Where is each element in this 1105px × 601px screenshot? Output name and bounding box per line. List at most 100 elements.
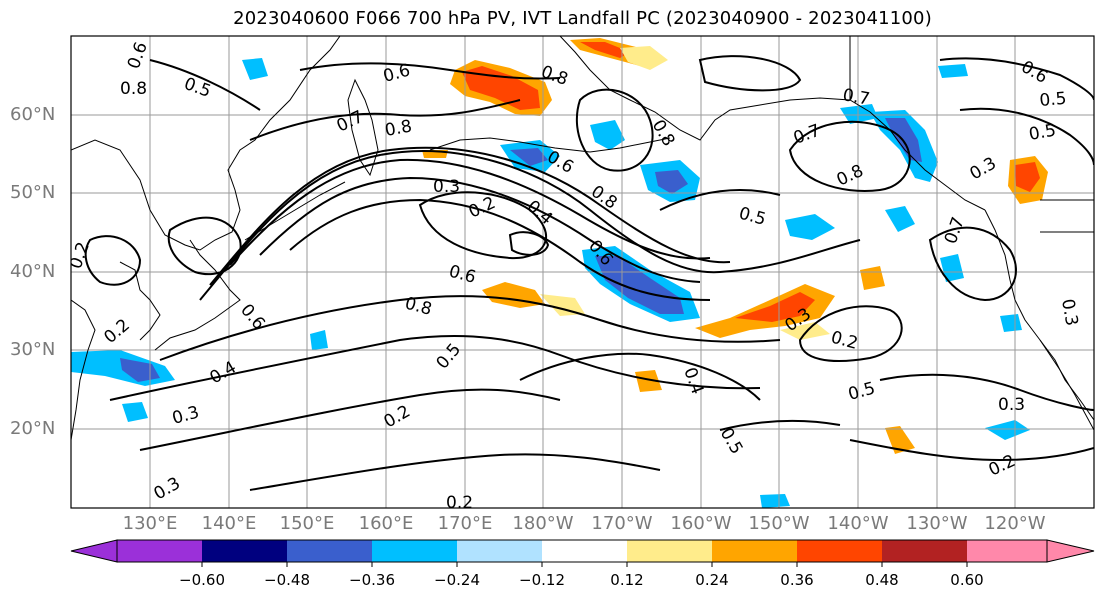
lon-label: 160°W xyxy=(670,513,732,534)
colorbar-tick-label: −0.48 xyxy=(264,571,310,589)
contour-s4 xyxy=(249,453,661,491)
anomaly-positive-bering-core xyxy=(462,66,540,110)
colorbar-bin xyxy=(372,540,457,562)
lon-label: 170°W xyxy=(591,513,653,534)
contour-loop-2 xyxy=(508,231,550,256)
colorbar-bin xyxy=(117,540,202,562)
contour-jet-3 xyxy=(229,158,711,266)
contour-jet-2 xyxy=(209,146,731,286)
colorbar-bin xyxy=(712,540,797,562)
lon-label: 130°W xyxy=(906,513,968,534)
contour-label: 0.5 xyxy=(1027,121,1057,145)
colorbar-bin xyxy=(967,540,1047,562)
anomaly-positive-sub-2 xyxy=(885,426,915,454)
lat-label: 50°N xyxy=(10,182,56,203)
contour-loop-8 xyxy=(84,235,142,286)
contour-mid3 xyxy=(719,419,841,431)
anomaly-negative-east-2 xyxy=(885,206,915,232)
anomaly-positive-central-w-yellow xyxy=(540,294,585,316)
anomaly-positive-bc-east-core xyxy=(1015,162,1040,192)
coast-asia xyxy=(71,36,341,251)
contour-n1 xyxy=(249,99,521,141)
colorbar-tick-label: 0.60 xyxy=(950,571,984,589)
colorbar xyxy=(70,539,1095,567)
anomaly-negative-greenland xyxy=(938,64,968,78)
anomaly-positive-alaska-north-core xyxy=(580,42,630,58)
anomaly-negative-east-1 xyxy=(785,214,835,240)
anomaly-negative-se xyxy=(985,420,1030,440)
contour-e1 xyxy=(879,373,1094,411)
lon-label: 160°E xyxy=(358,513,414,534)
contour-jet-5 xyxy=(289,198,711,301)
colorbar-tick-label: 0.12 xyxy=(610,571,644,589)
coast-korea xyxy=(119,261,161,341)
colorbar-tick-label: −0.12 xyxy=(519,571,565,589)
coast-japan xyxy=(154,239,241,351)
anomaly-negative-sakhalin xyxy=(242,58,268,80)
contour-loop-6 xyxy=(698,55,802,92)
anomaly-negative-sub xyxy=(760,494,790,508)
contour-n2 xyxy=(299,62,561,80)
colorbar-bin xyxy=(797,540,882,562)
lon-label: 120°W xyxy=(984,513,1046,534)
lat-label: 60°N xyxy=(10,104,56,125)
colorbar-tick-label: 0.48 xyxy=(865,571,899,589)
colorbar-tick-label: −0.24 xyxy=(434,571,480,589)
colorbar-bin xyxy=(202,540,287,562)
lat-label: 30°N xyxy=(10,339,56,360)
contour-s3 xyxy=(139,388,561,451)
anomaly-positive-central-e-yellow xyxy=(780,322,830,340)
contour-mid2 xyxy=(519,352,761,401)
contour-ne1 xyxy=(939,57,1094,101)
anomaly-positive-yellow-n xyxy=(620,46,668,70)
contour-loop-3 xyxy=(788,120,911,192)
contour-label: 0.3 xyxy=(433,177,460,197)
colorbar-ticks xyxy=(201,562,968,567)
lat-label: 40°N xyxy=(10,261,56,282)
contour-n3 xyxy=(149,59,261,111)
anomaly-negative-mid xyxy=(590,120,625,150)
colorbar-bin xyxy=(457,540,542,562)
contour-ne2 xyxy=(959,107,1094,166)
anomaly-negative-bering-s-core xyxy=(510,148,548,166)
coast-kurils xyxy=(244,181,346,241)
anomaly-negative-gulf xyxy=(840,104,878,124)
colorbar-bin xyxy=(882,540,967,562)
contour-mid1 xyxy=(659,189,781,211)
anomaly-positive-sub-1 xyxy=(635,370,662,392)
contour-label: 0.8 xyxy=(383,117,413,141)
contour-jet-1 xyxy=(199,150,861,301)
colorbar-bin xyxy=(542,540,627,562)
colorbar-tick-label: 0.36 xyxy=(780,571,814,589)
lon-label: 150°E xyxy=(279,513,335,534)
colorbar-bin xyxy=(627,540,712,562)
anomaly-negative-west-2 xyxy=(122,402,148,422)
contour-e2 xyxy=(849,439,1094,462)
lon-label: 180°W xyxy=(512,513,574,534)
coast-mexico xyxy=(1039,339,1094,431)
coast-kamchatka xyxy=(347,78,379,177)
contour-s1 xyxy=(159,295,781,361)
contour-e3 xyxy=(928,226,1017,302)
lon-label: 170°E xyxy=(437,513,493,534)
coast-alaska xyxy=(559,36,986,211)
colorbar-tick-label: −0.36 xyxy=(349,571,395,589)
anomaly-negative-central-core xyxy=(595,256,684,314)
coast-china-east xyxy=(71,299,96,441)
anomaly-positive-central-e-core xyxy=(735,292,815,322)
contour-s2 xyxy=(109,335,761,401)
colorbar-extend-right xyxy=(1046,539,1095,563)
contour-loop-7 xyxy=(167,216,242,276)
lon-label: 130°E xyxy=(122,513,178,534)
colorbar-tick-label: 0.24 xyxy=(695,571,729,589)
contour-label: 0.3 xyxy=(998,395,1025,415)
plot-frame xyxy=(70,35,1095,509)
anomaly-negative-east-4 xyxy=(1000,314,1022,332)
contour-label: 0.8 xyxy=(120,79,147,99)
pv-contours xyxy=(84,55,1094,491)
anomaly-negative-aleut-e-core xyxy=(655,170,688,194)
contour-label: 0.3 xyxy=(1057,297,1081,327)
lat-label: 20°N xyxy=(10,418,56,439)
lon-label: 150°W xyxy=(748,513,810,534)
lon-label: 140°W xyxy=(827,513,889,534)
